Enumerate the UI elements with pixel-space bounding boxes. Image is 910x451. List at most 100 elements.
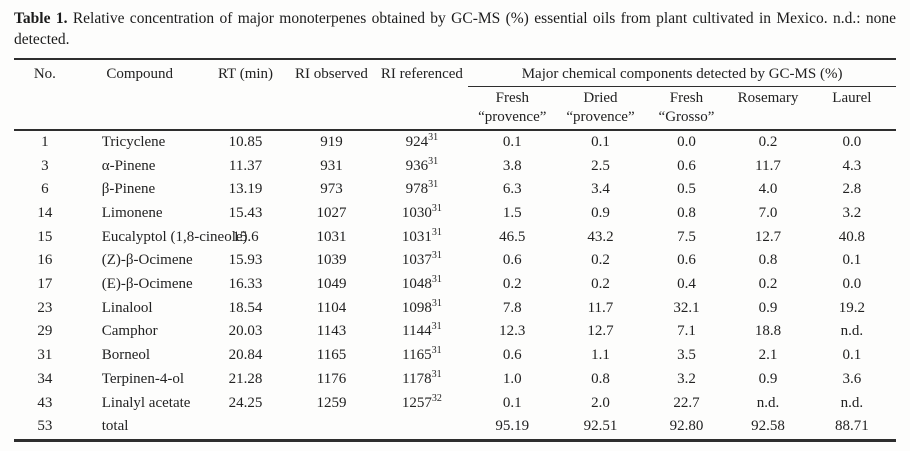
concentration-value: 32.1 — [673, 299, 700, 316]
concentration-value: 0.9 — [591, 204, 610, 221]
ri-observed-value: 1143 — [316, 323, 347, 340]
table-caption: Table 1. Relative concentration of major… — [0, 0, 910, 57]
concentration-value: 0.6 — [677, 252, 696, 269]
concentration-value: 18.8 — [754, 323, 782, 340]
concentration-value: 0.1 — [502, 394, 522, 411]
concentration-value: 0.6 — [502, 252, 522, 269]
concentration-value: 92.58 — [751, 418, 785, 435]
ri-observed-value: 1031 — [316, 228, 347, 245]
ri-observed-value: 1027 — [316, 204, 347, 221]
row-no: 6 — [41, 181, 49, 198]
ri-referenced-value: 92431 — [405, 131, 439, 150]
reference-superscript: 31 — [431, 368, 442, 380]
concentration-value: 22.7 — [673, 394, 700, 411]
concentration-value: n.d. — [840, 323, 864, 340]
ri-referenced-value: 125732 — [401, 392, 442, 411]
concentration-value: n.d. — [756, 394, 780, 411]
concentration-value: 0.6 — [502, 347, 522, 364]
col-header-ri-referenced: RI referenced — [380, 65, 463, 82]
concentration-value: 0.1 — [842, 347, 862, 364]
concentration-value: 0.2 — [591, 276, 610, 293]
col-header-ri-observed: RI observed — [295, 65, 368, 82]
concentration-value: 0.1 — [502, 133, 522, 150]
reference-superscript: 31 — [431, 297, 442, 309]
rt-value: 15.6 — [232, 228, 259, 245]
concentration-value: 0.1 — [591, 133, 610, 150]
table-header: No. Compound RT (min) RI observed RI ref… — [14, 58, 896, 130]
compound-name: Terpinen-4-ol — [101, 370, 184, 387]
concentration-value: 2.1 — [758, 347, 778, 364]
compound-name: α-Pinene — [101, 157, 156, 174]
compound-name: (E)-β-Ocimene — [101, 276, 193, 293]
table-row: 16 (Z)-β-Ocimene 15.93 1039 103731 0.6 0.2 0.6 0… — [14, 249, 896, 273]
ri-referenced-value: 103731 — [401, 250, 442, 269]
concentration-value: 7.1 — [677, 323, 696, 340]
concentration-value: 11.7 — [587, 299, 614, 316]
compound-name: β-Pinene — [101, 181, 156, 198]
compound-name: Linalool — [101, 299, 153, 316]
concentration-value: 0.4 — [677, 276, 696, 293]
monoterpenes-table: No. Compound RT (min) RI observed RI ref… — [14, 57, 896, 442]
concentration-value: 3.6 — [842, 370, 862, 387]
concentration-value: 7.0 — [758, 204, 778, 221]
group-header-gcms: Major chemical components detected by GC… — [468, 58, 896, 87]
ri-referenced-value: 109831 — [401, 297, 442, 316]
concentration-value: 0.2 — [502, 276, 522, 293]
table-row: 31 Borneol 20.84 1165 116531 0.6 1.1 3.5 2.1 0.1 — [14, 344, 896, 368]
concentration-value: 3.2 — [677, 370, 696, 387]
header-row-2: Fresh “provence” Dried “provence” Fresh “Gr… — [14, 86, 896, 130]
row-no: 43 — [37, 394, 53, 411]
table-row: 14 Limonene 15.43 1027 103031 1.5 0.9 0.8 7.0 3.2 — [14, 202, 896, 226]
ri-referenced-value: 103031 — [401, 202, 442, 221]
concentration-value: 43.2 — [587, 228, 614, 245]
ri-referenced-value: 114431 — [402, 321, 442, 340]
table-row: 6 β-Pinene 13.19 973 97831 6.3 3.4 0.5 4.0 2.8 — [14, 178, 896, 202]
concentration-value: 95.19 — [495, 418, 530, 435]
row-no: 15 — [37, 228, 53, 245]
reference-superscript: 31 — [431, 321, 442, 333]
concentration-value: 3.5 — [677, 347, 696, 364]
concentration-value: 92.51 — [583, 418, 618, 435]
rt-value: 20.03 — [228, 323, 263, 340]
concentration-value: 0.0 — [842, 133, 862, 150]
concentration-value: 6.3 — [502, 181, 522, 198]
concentration-value: 4.3 — [842, 157, 862, 174]
ri-referenced-value: 116531 — [402, 345, 442, 364]
reference-superscript: 31 — [428, 155, 439, 167]
concentration-value: 0.2 — [758, 276, 778, 293]
reference-superscript: 32 — [431, 392, 442, 404]
table-row: 3 α-Pinene 11.37 931 93631 3.8 2.5 0.6 11.7 4.3 — [14, 155, 896, 179]
compound-name: Linalyl acetate — [101, 394, 191, 411]
concentration-value: 3.4 — [591, 181, 610, 198]
concentration-value: 11.7 — [755, 157, 781, 174]
concentration-value: 3.8 — [502, 157, 522, 174]
concentration-value: 4.0 — [758, 181, 778, 198]
concentration-value: 19.2 — [838, 299, 865, 316]
rt-value: 18.54 — [228, 299, 263, 316]
ri-referenced-value: 103131 — [401, 226, 442, 245]
rt-value: 10.85 — [228, 133, 263, 150]
col-header-compound: Compound — [106, 65, 174, 82]
row-no: 14 — [37, 204, 53, 221]
row-no: 23 — [37, 299, 53, 316]
reference-superscript: 31 — [428, 131, 439, 143]
ri-observed-value: 973 — [320, 181, 343, 198]
concentration-value: 0.8 — [677, 204, 696, 221]
concentration-value: 0.5 — [677, 181, 696, 198]
ri-referenced-value — [376, 415, 469, 440]
concentration-value: 0.2 — [591, 252, 610, 269]
concentration-value: 0.1 — [842, 252, 862, 269]
concentration-value: 12.7 — [587, 323, 614, 340]
rt-value: 15.43 — [228, 204, 263, 221]
concentration-value: 7.5 — [677, 228, 696, 245]
compound-name: Tricyclene — [101, 133, 166, 150]
ri-observed-value: 1049 — [316, 276, 347, 293]
concentration-value: 40.8 — [838, 228, 865, 245]
header-row-1: No. Compound RT (min) RI observed RI ref… — [14, 58, 896, 87]
rt-value: 15.93 — [228, 252, 263, 269]
sample-header-laurel: Laurel — [832, 89, 872, 106]
concentration-value: 2.5 — [591, 157, 610, 174]
concentration-value: 0.6 — [677, 157, 696, 174]
sample-header-dried-provence: Dried “provence” — [566, 89, 635, 125]
row-no: 3 — [41, 157, 49, 174]
